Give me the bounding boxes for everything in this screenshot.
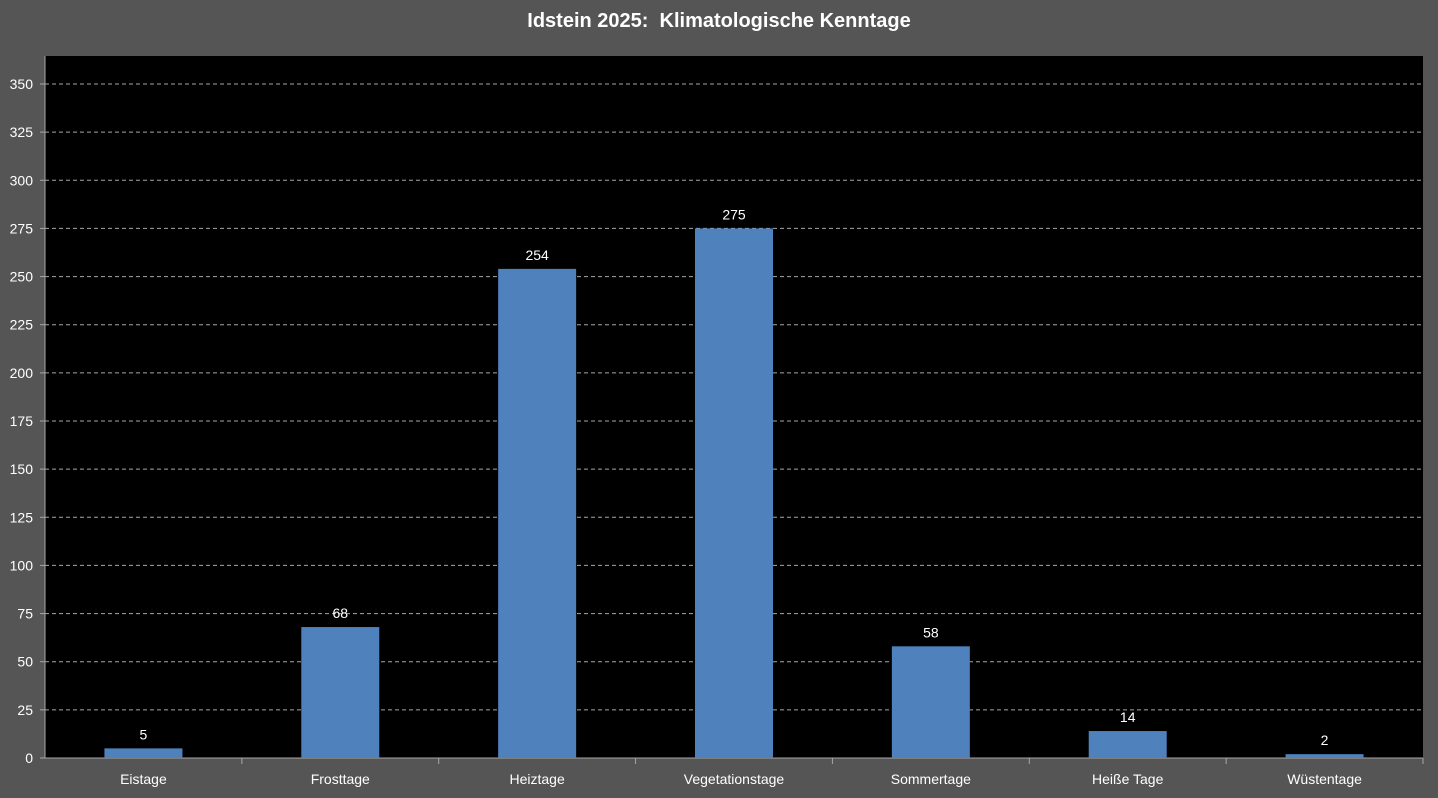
- bar-5: [1088, 731, 1167, 758]
- data-label: 14: [1120, 709, 1136, 725]
- bar-2: [498, 268, 577, 758]
- y-tick-label: 0: [25, 750, 33, 766]
- data-label: 2: [1321, 732, 1329, 748]
- y-tick-label: 350: [10, 76, 34, 92]
- x-tick-label: Heiße Tage: [1092, 771, 1164, 787]
- y-tick-label: 50: [17, 654, 33, 670]
- y-tick-label: 300: [10, 172, 34, 188]
- y-tick-label: 200: [10, 365, 34, 381]
- y-tick-label: 175: [10, 413, 34, 429]
- data-label: 275: [722, 206, 746, 222]
- x-tick-label: Wüstentage: [1287, 771, 1362, 787]
- y-tick-label: 325: [10, 124, 34, 140]
- data-label: 58: [923, 624, 939, 640]
- x-tick-label: Frosttage: [311, 771, 370, 787]
- x-tick-label: Vegetationstage: [684, 771, 785, 787]
- data-label: 5: [140, 726, 148, 742]
- y-tick-label: 25: [17, 702, 33, 718]
- bar-0: [104, 748, 183, 758]
- chart-title: Idstein 2025: Klimatologische Kenntage: [527, 10, 911, 32]
- x-tick-label: Sommertage: [891, 771, 971, 787]
- data-label: 254: [525, 247, 549, 263]
- x-tick-label: Heiztage: [510, 771, 565, 787]
- bar-3: [695, 228, 773, 758]
- y-tick-label: 275: [10, 220, 34, 236]
- y-tick-label: 125: [10, 509, 34, 525]
- x-tick-label: Eistage: [120, 771, 167, 787]
- y-tick-label: 75: [17, 606, 33, 622]
- y-tick-label: 250: [10, 269, 34, 285]
- y-tick-label: 150: [10, 461, 34, 477]
- bar-4: [891, 646, 970, 758]
- data-label: 68: [332, 605, 348, 621]
- y-tick-label: 100: [10, 557, 34, 573]
- bar-6: [1285, 754, 1364, 758]
- y-tick-label: 225: [10, 317, 34, 333]
- bar-1: [301, 627, 380, 758]
